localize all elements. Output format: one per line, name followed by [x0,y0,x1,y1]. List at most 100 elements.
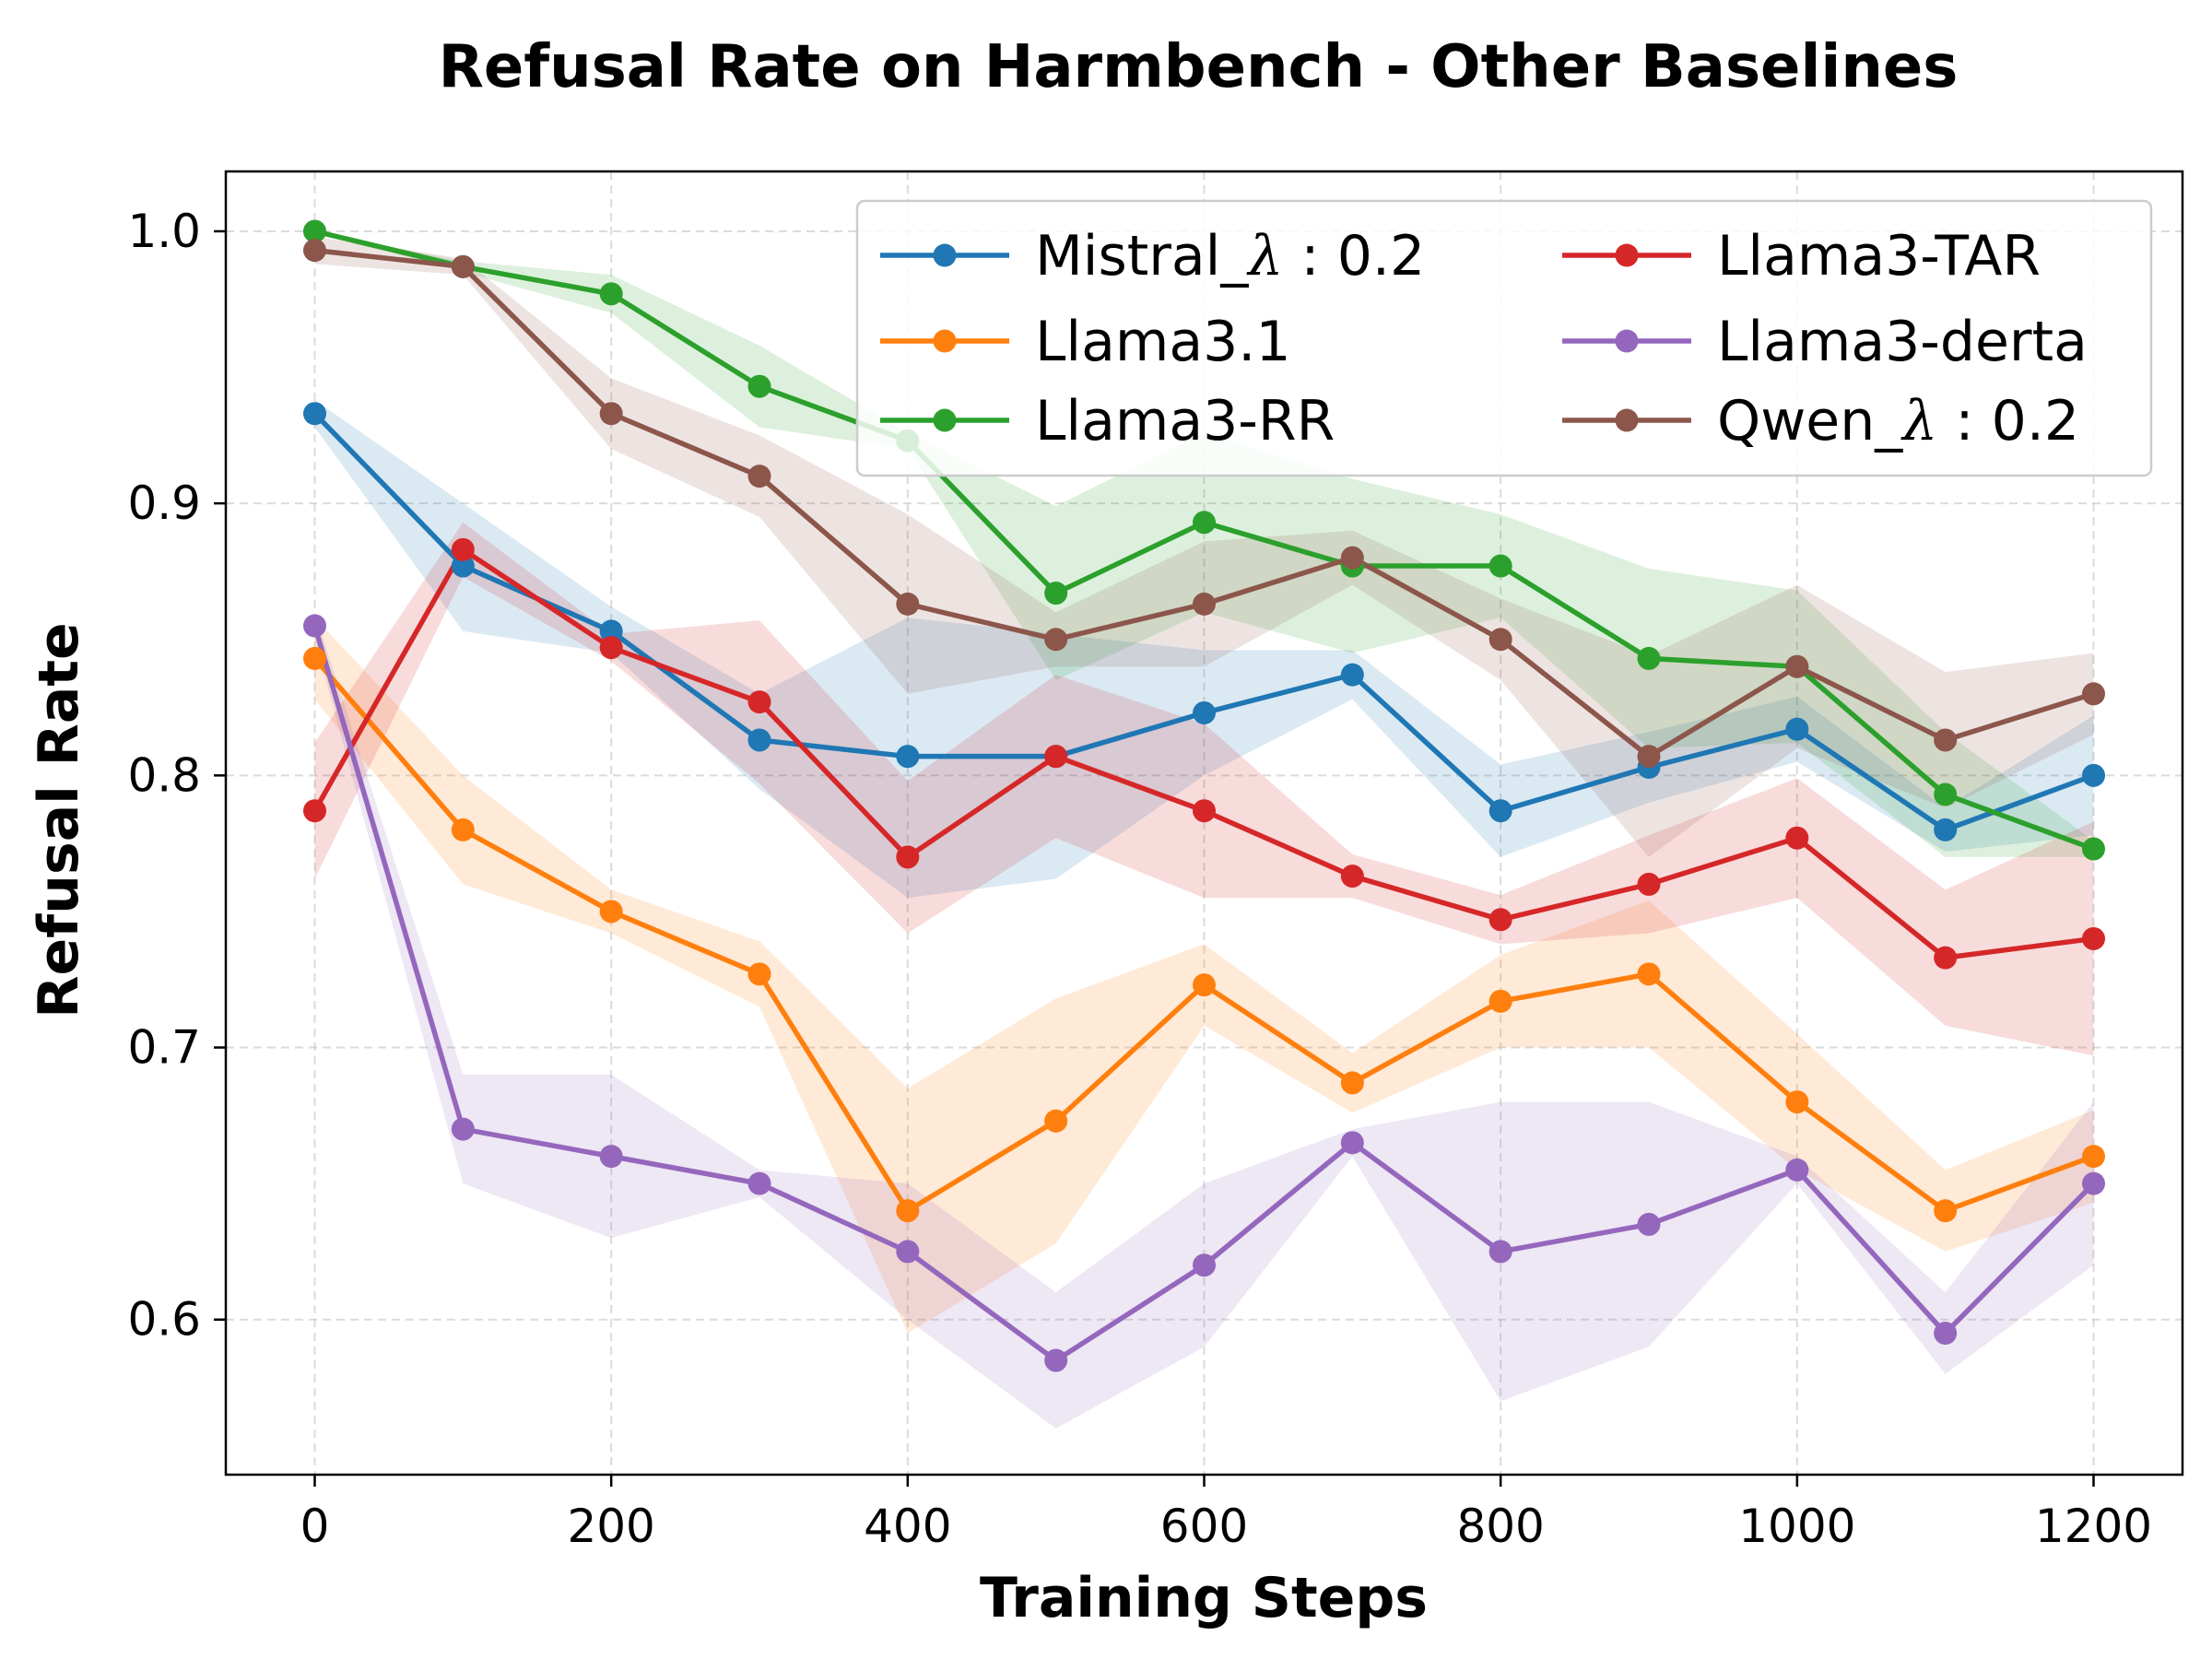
point-llama3-rr [1934,782,1958,806]
point-llama3-rr [2082,837,2105,861]
legend-label-llama3-tar: Llama3-TAR [1717,224,2041,288]
point-mistral [451,554,475,578]
point-llama3-rr [303,219,326,243]
point-llama3-tar [1785,826,1809,850]
band-qwen [314,236,2094,857]
point-qwen [599,402,623,426]
point-llama3-tar [2082,926,2105,950]
point-llama3-tar [599,636,623,660]
x-tick-label: 1200 [2035,1500,2152,1553]
point-qwen [2082,682,2105,706]
x-tick-label: 200 [567,1500,654,1553]
point-mistral [2082,763,2105,787]
point-llama3-rr [1044,582,1068,606]
chart-title: Refusal Rate on Harmbench - Other Baseli… [439,33,1959,101]
legend-label-mistral: Mistral_λ : 0.2 [1035,224,1425,288]
x-tick-label: 600 [1160,1500,1248,1553]
y-tick-label: 0.8 [127,748,201,802]
point-llama3-tar [1488,908,1512,932]
point-llama3-tar [1637,872,1661,896]
point-llama3-tar [1193,799,1216,823]
point-llama3-derta [896,1240,920,1264]
point-qwen [896,592,920,616]
point-qwen [1637,745,1661,769]
point-llama3-1 [1193,973,1216,997]
point-llama3-derta [1637,1212,1661,1236]
point-llama3-derta [1488,1240,1512,1264]
point-llama3-tar [1934,946,1958,970]
legend-marker-llama3-derta [1615,329,1639,353]
y-tick-label: 0.7 [127,1021,201,1075]
point-llama3-rr [599,282,623,306]
point-llama3-1 [1637,962,1661,986]
point-llama3-derta [1785,1158,1809,1182]
series-markers [303,219,2105,1372]
point-llama3-rr [747,374,771,398]
point-llama3-1 [1340,1071,1364,1095]
point-llama3-tar [896,845,920,869]
legend-label-llama3-derta: Llama3-derta [1717,310,2088,374]
y-tick-label: 1.0 [127,205,201,258]
point-llama3-rr [1488,554,1512,578]
x-axis-label: Training Steps [980,1566,1428,1630]
legend-label-llama3-rr: Llama3-RR [1035,389,1335,453]
point-llama3-derta [1340,1131,1364,1155]
point-qwen [1044,628,1068,652]
point-mistral [1488,799,1512,823]
legend-marker-llama3-1 [933,329,957,353]
point-mistral [896,745,920,769]
legend-marker-llama3-rr [933,408,957,432]
point-llama3-rr [1637,646,1661,670]
point-llama3-tar [303,799,326,823]
point-mistral [599,619,623,643]
point-llama3-1 [896,1199,920,1223]
x-tick-label: 1000 [1738,1500,1855,1553]
legend-label-qwen: Qwen_λ : 0.2 [1717,389,2079,453]
point-qwen [1785,654,1809,678]
point-mistral [1934,818,1958,841]
point-llama3-rr [1193,511,1216,535]
legend-marker-qwen [1615,408,1639,432]
point-llama3-derta [303,614,326,638]
legend-marker-llama3-tar [1615,243,1639,267]
point-qwen [1193,592,1216,616]
point-llama3-1 [303,646,326,670]
point-llama3-derta [1044,1348,1068,1372]
point-llama3-derta [1934,1321,1958,1345]
legend-box [855,199,2153,477]
point-mistral [747,728,771,752]
point-llama3-derta [1193,1253,1216,1277]
point-llama3-1 [451,818,475,841]
point-llama3-1 [1785,1090,1809,1114]
point-llama3-1 [599,900,623,924]
point-mistral [1193,700,1216,724]
y-tick-label: 0.9 [127,477,201,530]
point-llama3-tar [451,537,475,561]
legend-marker-mistral [933,243,957,267]
point-llama3-derta [747,1171,771,1195]
point-qwen [747,465,771,488]
point-llama3-1 [1044,1109,1068,1133]
point-mistral [303,402,326,426]
point-llama3-derta [2082,1171,2105,1195]
point-llama3-1 [1488,989,1512,1013]
point-qwen [1934,728,1958,752]
point-llama3-tar [1340,865,1364,888]
axes: 0 200 400 600 800 1000 1200 0.6 0.7 0.8 0.9 1.0 [127,170,2184,1553]
legend-label-llama3-1: Llama3.1 [1035,310,1291,374]
point-llama3-derta [599,1145,623,1169]
point-qwen [1488,628,1512,652]
y-axis-label: Refusal Rate [27,622,91,1018]
point-mistral [1340,663,1364,687]
point-qwen [451,254,475,278]
x-tick-label: 800 [1456,1500,1544,1553]
y-tick-label: 0.6 [127,1293,201,1347]
legend: Mistral_λ : 0.2 Llama3.1 Llama3-RR Llama3-T… [855,199,2153,477]
band-llama3-tar [314,522,2094,1056]
point-llama3-tar [1044,745,1068,769]
x-tick-label: 0 [300,1500,330,1553]
point-llama3-1 [747,962,771,986]
x-tick-label: 400 [864,1500,951,1553]
point-llama3-1 [1934,1199,1958,1223]
